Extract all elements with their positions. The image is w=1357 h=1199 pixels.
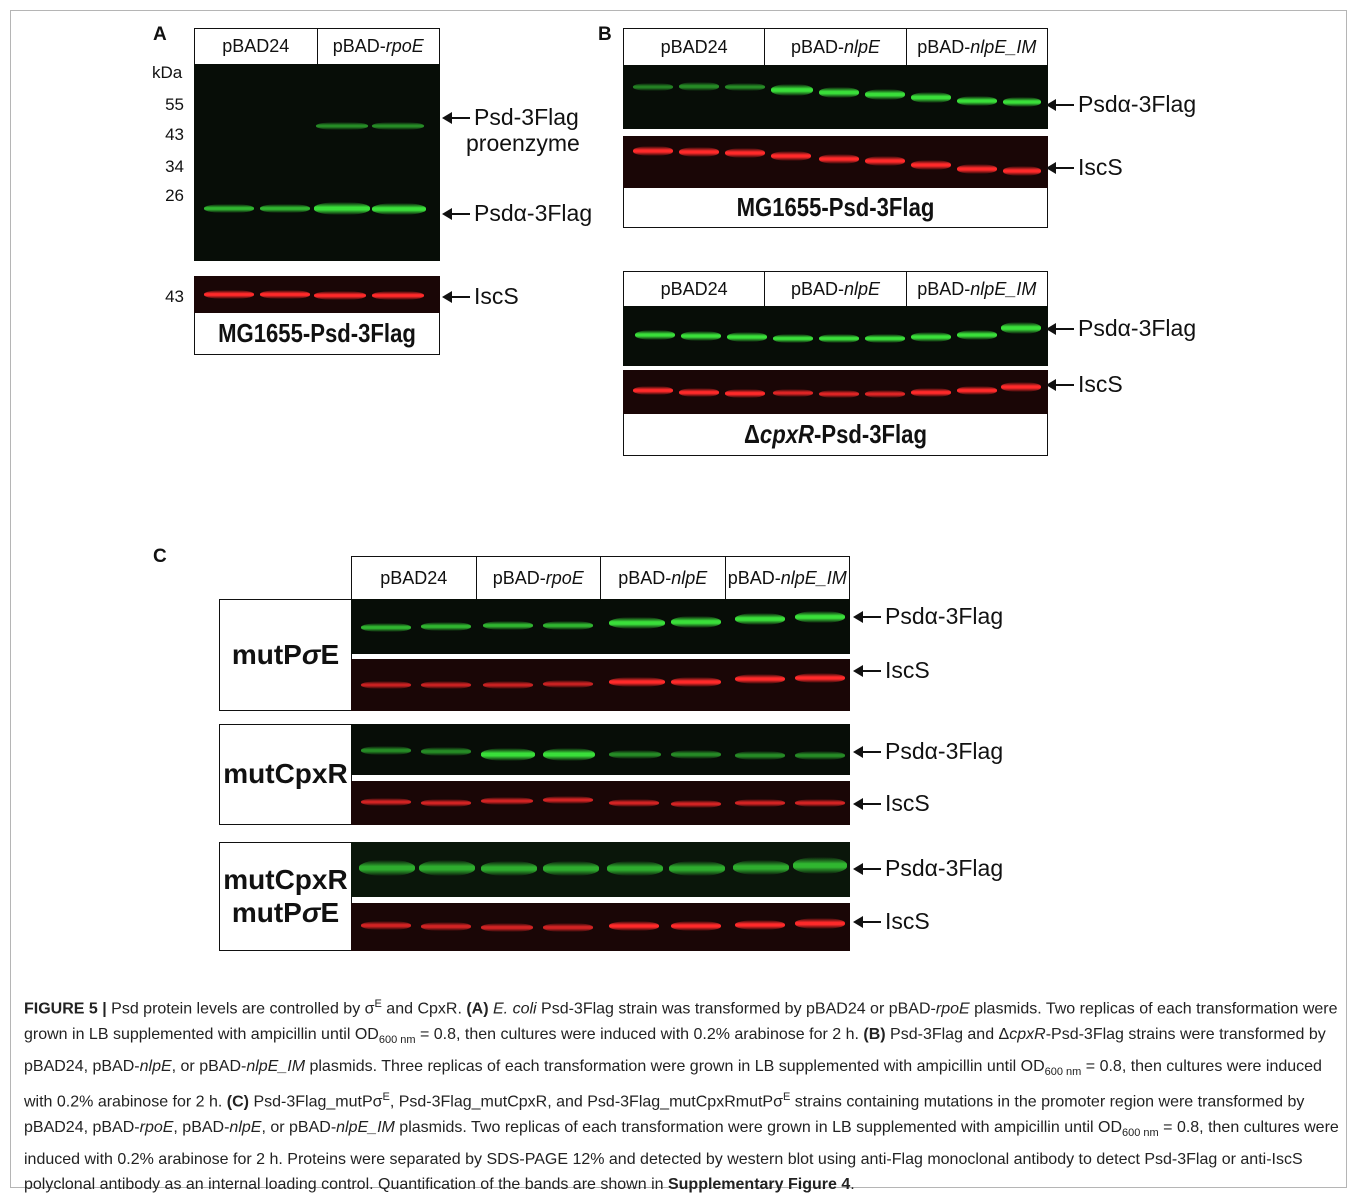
arrow-iscs-b-top: IscS	[1046, 154, 1123, 181]
panel-b-bottom-green-blot	[623, 306, 1048, 366]
arrow-psd-alpha-c1: Psdα-3Flag	[853, 603, 1003, 630]
lane-header-pbad24: pBAD24	[624, 29, 766, 65]
panel-a-lane-header: pBAD24 pBAD-rpoE	[194, 28, 440, 64]
lane-header-pbad-rpoe: pBAD-rpoE	[477, 557, 601, 599]
lane-header-pbad24: pBAD24	[352, 557, 477, 599]
arrow-psd-alpha-b-top: Psdα-3Flag	[1046, 91, 1196, 118]
panel-b-bottom-red-blot	[623, 370, 1048, 415]
panel-b-top-red-blot	[623, 136, 1048, 188]
row2-green-blot	[351, 724, 850, 775]
lane-header-pbad-nlpe: pBAD-nlpE	[765, 272, 907, 306]
row1-red-blot	[351, 659, 850, 711]
arrow-psd-alpha-c3: Psdα-3Flag	[853, 855, 1003, 882]
supplementary-figure-ref: Supplementary Figure 4	[667, 1176, 851, 1194]
arrow-iscs-c2: IscS	[853, 790, 930, 817]
marker-43-iscs: 43	[165, 287, 184, 306]
panel-b-top-strain-box: MG1655-Psd-3Flag	[623, 188, 1048, 228]
arrow-iscs-a: IscS	[442, 283, 519, 310]
lane-header-pbad-nlpe: pBAD-nlpE	[765, 29, 907, 65]
row1-green-blot	[351, 599, 850, 654]
panel-c-lane-header: pBAD24 pBAD-rpoE pBAD-nlpE pBAD-nlpE_IM	[351, 556, 850, 599]
figure-label: FIGURE 5 |	[24, 1000, 107, 1018]
lane-header-pbad-nlpe-im: pBAD-nlpE_IM	[917, 36, 1037, 57]
panel-b-top-lane-header: pBAD24 pBAD-nlpE pBAD-nlpE_IM	[623, 28, 1048, 65]
row-label-mutcpxr: mutCpxR	[219, 724, 352, 825]
lane-header-pbad24: pBAD24	[195, 29, 318, 64]
panel-a-label: A	[153, 24, 167, 45]
figure-caption: FIGURE 5 | Psd protein levels are contro…	[24, 998, 1339, 1194]
row2-red-blot	[351, 781, 850, 825]
panel-c-label: C	[153, 546, 167, 567]
panel-a-green-blot	[194, 64, 440, 261]
row3-red-blot	[351, 903, 850, 951]
row3-green-blot	[351, 842, 850, 897]
marker-55: 55	[165, 95, 184, 114]
lane-header-pbad-nlpe: pBAD-nlpE	[601, 557, 726, 599]
lane-header-pbad-nlpe-im: pBAD-nlpE_IM	[917, 278, 1037, 299]
arrow-psd-alpha-c2: Psdα-3Flag	[853, 738, 1003, 765]
arrow-iscs-b-bottom: IscS	[1046, 371, 1123, 398]
panel-a-strain: MG1655-Psd-3Flag	[218, 318, 416, 348]
lane-header-pbad-rpoe: pBAD-rpoE	[332, 36, 424, 56]
arrow-psd-alpha-b-bottom: Psdα-3Flag	[1046, 315, 1196, 342]
arrow-iscs-c3: IscS	[853, 908, 930, 935]
marker-34: 34	[165, 157, 184, 176]
lane-header-pbad-nlpe-im: pBAD-nlpE_IM	[727, 567, 847, 588]
row-label-mutpse: mutPσE	[219, 599, 352, 711]
kda-label: kDa	[152, 63, 183, 82]
label-proenzyme: proenzyme	[466, 130, 580, 156]
figure-frame	[10, 10, 1347, 1188]
panel-a-strain-box: MG1655-Psd-3Flag	[194, 313, 440, 355]
panel-b-top-green-blot	[623, 65, 1048, 129]
marker-43: 43	[165, 125, 184, 144]
arrow-psd-proenzyme: Psd-3Flag	[442, 104, 579, 131]
row-label-mutcpxr-mutpse: mutCpxR mutPσE	[219, 842, 352, 951]
panel-b-top-strain: MG1655-Psd-3Flag	[736, 192, 935, 222]
panel-a-red-blot	[194, 276, 440, 314]
arrow-psd-alpha-a: Psdα-3Flag	[442, 200, 592, 227]
panel-b-label: B	[598, 24, 612, 45]
panel-b-bottom-lane-header: pBAD24 pBAD-nlpE pBAD-nlpE_IM	[623, 271, 1048, 306]
marker-26: 26	[165, 186, 184, 205]
lane-header-pbad24: pBAD24	[624, 272, 766, 306]
arrow-iscs-c1: IscS	[853, 657, 930, 684]
